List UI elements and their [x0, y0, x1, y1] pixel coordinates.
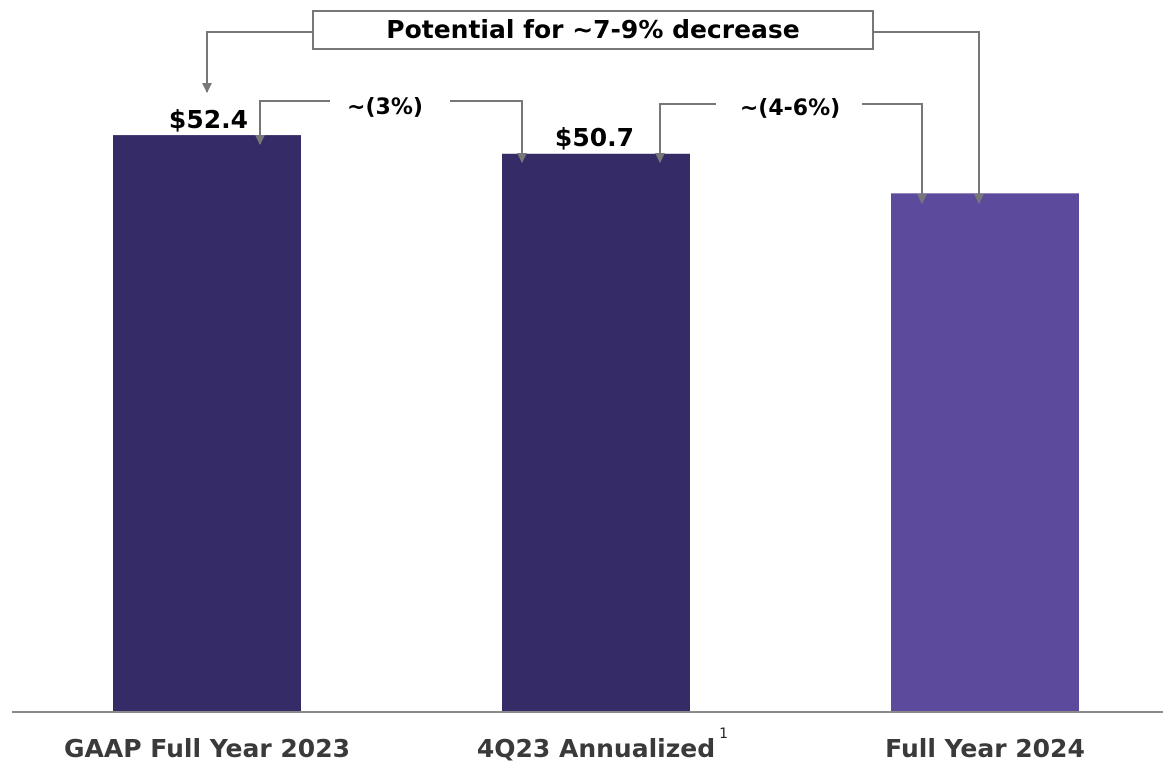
bars-layer	[113, 135, 1079, 712]
change-1-left-arrow	[255, 100, 330, 145]
change-annotation-1: ~(3%)	[255, 95, 527, 163]
footnote-marker-2: 1	[719, 726, 728, 742]
change-annotation-2: ~(4-6%)	[655, 96, 927, 204]
bar-1	[113, 135, 301, 711]
labels-layer: $52.4 GAAP Full Year 2023 $50.7 4Q23 Annual…	[64, 105, 1085, 761]
change-2-label: ~(4-6%)	[740, 96, 840, 121]
title-box	[312, 10, 874, 50]
bar-3	[891, 193, 1079, 711]
change-2-left-arrow	[655, 103, 716, 163]
change-1-right-arrow	[450, 100, 527, 163]
chart-title: Potential for ~7-9% decrease	[386, 15, 799, 44]
category-label-2: 4Q23 Annualized	[477, 734, 715, 761]
change-2-right-arrow	[862, 103, 927, 204]
category-label-1: GAAP Full Year 2023	[64, 734, 350, 761]
total-change-bracket: Potential for ~7-9% decrease	[202, 10, 984, 204]
bracket-right-arrow	[873, 31, 984, 204]
bar-2	[502, 153, 690, 712]
value-label-2: $50.7	[555, 123, 634, 152]
category-label-3: Full Year 2024	[885, 734, 1085, 761]
change-1-label: ~(3%)	[347, 95, 423, 120]
bracket-left-arrow	[202, 31, 313, 93]
value-label-1: $52.4	[169, 105, 248, 134]
